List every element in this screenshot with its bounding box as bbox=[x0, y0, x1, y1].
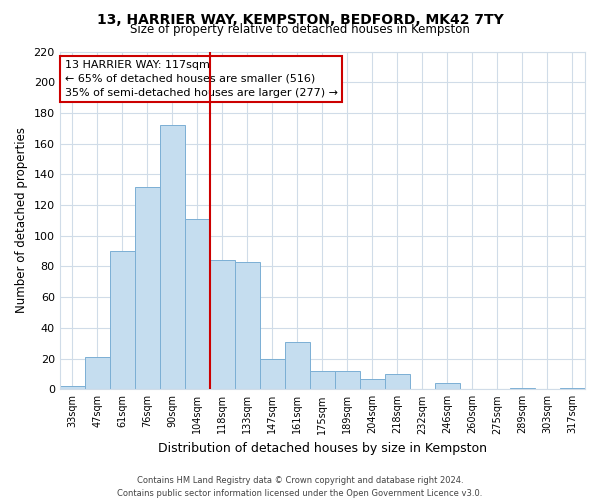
Bar bbox=[235, 262, 260, 390]
Text: 13, HARRIER WAY, KEMPSTON, BEDFORD, MK42 7TY: 13, HARRIER WAY, KEMPSTON, BEDFORD, MK42… bbox=[97, 12, 503, 26]
Bar bbox=[360, 378, 385, 390]
Bar bbox=[85, 357, 110, 390]
X-axis label: Distribution of detached houses by size in Kempston: Distribution of detached houses by size … bbox=[158, 442, 487, 455]
Y-axis label: Number of detached properties: Number of detached properties bbox=[15, 128, 28, 314]
Bar bbox=[310, 371, 335, 390]
Bar bbox=[135, 186, 160, 390]
Text: 13 HARRIER WAY: 117sqm
← 65% of detached houses are smaller (516)
35% of semi-de: 13 HARRIER WAY: 117sqm ← 65% of detached… bbox=[65, 60, 338, 98]
Bar bbox=[385, 374, 410, 390]
Text: Contains HM Land Registry data © Crown copyright and database right 2024.
Contai: Contains HM Land Registry data © Crown c… bbox=[118, 476, 482, 498]
Bar bbox=[560, 388, 585, 390]
Bar bbox=[335, 371, 360, 390]
Bar bbox=[110, 251, 135, 390]
Bar bbox=[285, 342, 310, 390]
Bar bbox=[185, 219, 210, 390]
Bar bbox=[160, 125, 185, 390]
Bar bbox=[510, 388, 535, 390]
Bar bbox=[210, 260, 235, 390]
Text: Size of property relative to detached houses in Kempston: Size of property relative to detached ho… bbox=[130, 22, 470, 36]
Bar bbox=[435, 383, 460, 390]
Bar bbox=[260, 358, 285, 390]
Bar bbox=[59, 386, 85, 390]
